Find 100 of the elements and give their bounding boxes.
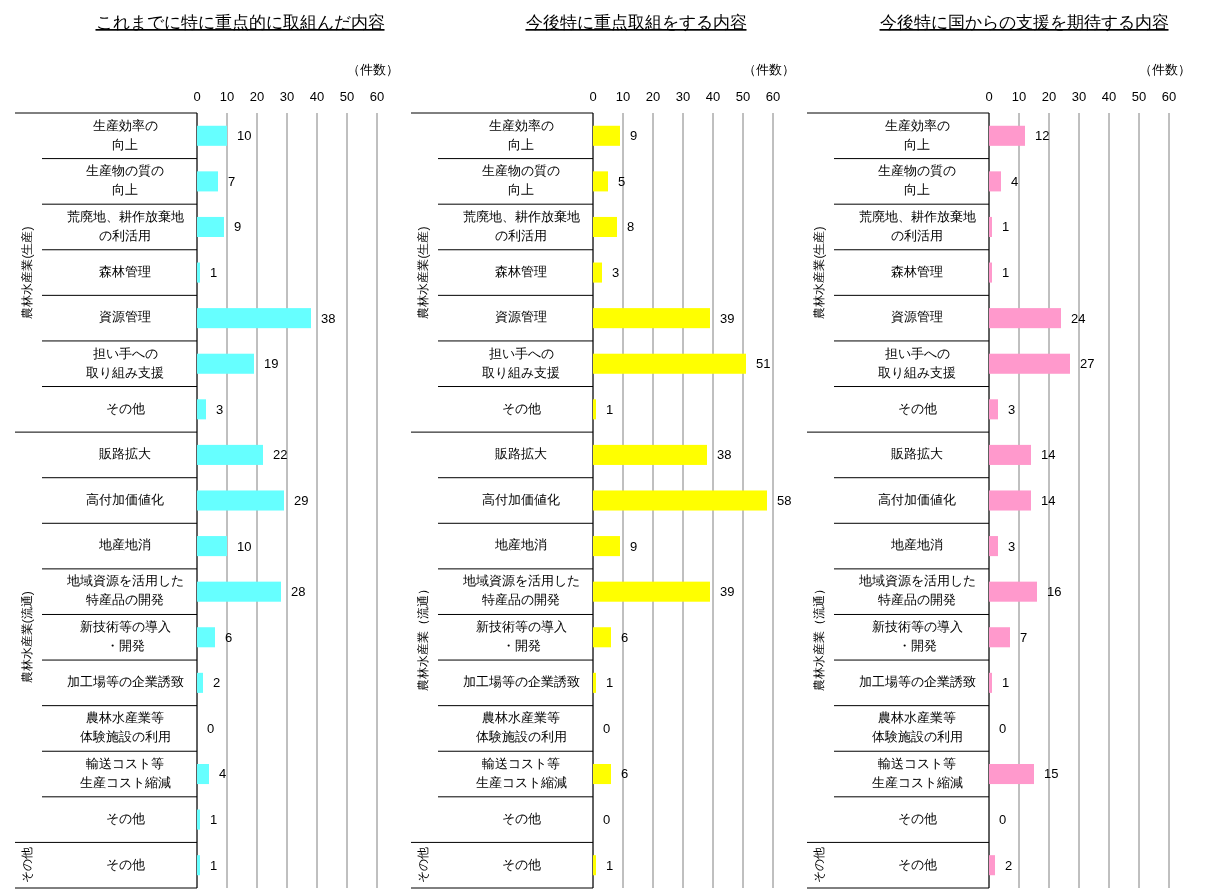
x-axis-title: （件数） — [1139, 62, 1191, 77]
x-tick-label: 10 — [615, 89, 631, 104]
y-tick-label: 輸送コスト等生産コスト縮減 — [475, 756, 567, 790]
y-tick-label: 担い手への取り組み支援 — [878, 346, 956, 380]
data-label: 3 — [612, 265, 620, 280]
chart-title: これまでに特に重点的に取組んだ内容 — [95, 13, 385, 32]
text: その他 — [20, 847, 35, 884]
data-label: 1 — [210, 265, 218, 280]
x-tick-label: 10 — [219, 89, 235, 104]
data-label: 2 — [1005, 857, 1013, 873]
data-label: 10 — [237, 128, 252, 144]
y-tick-label: 地産地消 — [494, 537, 547, 553]
y-tick-label: 農林水産業等体験施設の利用 — [79, 710, 171, 745]
y-tick-label: 生産物の質の向上 — [878, 163, 956, 198]
data-label: 15 — [1044, 766, 1059, 782]
y-tick-label: 高付加価値化 — [86, 491, 164, 507]
y-tick-label: 生産物の質の向上 — [86, 163, 164, 198]
data-label: 58 — [777, 492, 792, 508]
data-label: 9 — [234, 219, 242, 235]
y-tick-label: 担い手への取り組み支援 — [86, 346, 164, 380]
x-tick-label: 40 — [705, 89, 721, 104]
data-label: 1 — [606, 857, 614, 873]
x-tick-label: 0 — [589, 89, 597, 104]
data-label: 29 — [294, 492, 309, 508]
data-label: 28 — [291, 584, 306, 600]
y-tick-label: 生産効率の向上 — [92, 117, 158, 152]
data-label: 9 — [630, 538, 638, 554]
y-tick-label: 高付加価値化 — [878, 491, 956, 507]
data-label: 14 — [1041, 447, 1056, 463]
y-tick-label: 新技術等の導入・開発 — [871, 620, 963, 654]
data-label: 24 — [1071, 310, 1086, 326]
x-axis-title: （件数） — [743, 62, 795, 77]
data-label: 0 — [999, 812, 1007, 828]
data-label: 1 — [606, 401, 614, 417]
x-tick-label: 60 — [1161, 89, 1177, 104]
y-tick-label: 生産効率の向上 — [488, 117, 554, 152]
data-label: 1 — [1002, 675, 1010, 691]
data-label: 4 — [219, 766, 227, 782]
data-label: 0 — [603, 812, 611, 828]
x-axis-title: （件数） — [347, 62, 399, 77]
y-tick-label: 資源管理 — [891, 310, 943, 325]
data-label: 1 — [210, 812, 218, 828]
x-tick-label: 30 — [1071, 89, 1087, 104]
data-label: 1 — [210, 857, 218, 873]
data-label: 7 — [1020, 629, 1028, 645]
x-tick-label: 50 — [735, 89, 751, 104]
data-label: 19 — [264, 356, 279, 372]
y-tick-label: 加工場等の企業誘致 — [66, 675, 184, 690]
y-tick-label: 生産効率の向上 — [884, 117, 950, 152]
y-tick-label: 農林水産業等体験施設の利用 — [871, 710, 963, 745]
data-label: 0 — [999, 720, 1007, 736]
data-label: 2 — [213, 675, 221, 691]
y-tick-label: 高付加価値化 — [482, 491, 560, 507]
x-tick-label: 40 — [309, 89, 325, 104]
data-label: 39 — [720, 584, 735, 600]
y-tick-label: 地域資源を活用した特産品の開発 — [857, 574, 976, 608]
data-label: 3 — [1008, 401, 1016, 417]
data-label: 16 — [1047, 584, 1062, 600]
x-tick-label: 10 — [1011, 89, 1027, 104]
y-tick-label: その他 — [501, 857, 541, 872]
y-tick-label: その他 — [105, 857, 145, 872]
data-label: 0 — [603, 720, 611, 736]
data-label: 12 — [1035, 128, 1050, 144]
x-tick-label: 0 — [985, 89, 993, 104]
data-label: 38 — [321, 310, 336, 326]
y-tick-label: 農林水産業等体験施設の利用 — [475, 710, 567, 745]
y-tick-label: 加工場等の企業誘致 — [462, 675, 580, 690]
data-label: 8 — [627, 219, 635, 235]
x-tick-label: 20 — [645, 89, 661, 104]
y-tick-label: 販路拡大 — [495, 447, 547, 462]
x-tick-label: 50 — [339, 89, 355, 104]
y-tick-label: 荒廃地、耕作放棄地の利活用 — [66, 208, 184, 243]
data-label: 6 — [621, 629, 629, 645]
y-tick-label: 生産物の質の向上 — [482, 163, 560, 198]
y-tick-label: 地域資源を活用した特産品の開発 — [461, 574, 580, 608]
data-label: 1 — [1002, 265, 1010, 280]
data-label: 14 — [1041, 492, 1056, 508]
y-tick-label: 販路拡大 — [99, 447, 151, 462]
y-tick-label: 荒廃地、耕作放棄地の利活用 — [858, 208, 976, 243]
y-tick-label: 担い手への取り組み支援 — [482, 346, 560, 380]
data-label: 9 — [630, 128, 638, 144]
x-tick-label: 20 — [1041, 89, 1057, 104]
data-label: 3 — [1008, 538, 1016, 554]
data-label: 39 — [720, 310, 735, 326]
y-tick-label: その他 — [105, 811, 145, 826]
y-tick-label: 森林管理 — [891, 264, 943, 279]
y-tick-label: 森林管理 — [495, 264, 547, 279]
text: 農林水産業(生産) — [20, 226, 35, 319]
x-tick-label: 30 — [675, 89, 691, 104]
y-tick-label: 資源管理 — [495, 310, 547, 325]
x-tick-label: 20 — [249, 89, 265, 104]
y-tick-label: その他 — [897, 401, 937, 416]
data-label: 51 — [756, 356, 771, 372]
text: 農林水産業(生産) — [416, 226, 431, 319]
y-tick-label: その他 — [501, 811, 541, 826]
text: その他 — [416, 847, 431, 884]
y-tick-label: 地産地消 — [98, 537, 151, 553]
text: 農林水産業（流通） — [812, 583, 827, 692]
x-tick-label: 60 — [369, 89, 385, 104]
data-label: 38 — [717, 447, 732, 463]
